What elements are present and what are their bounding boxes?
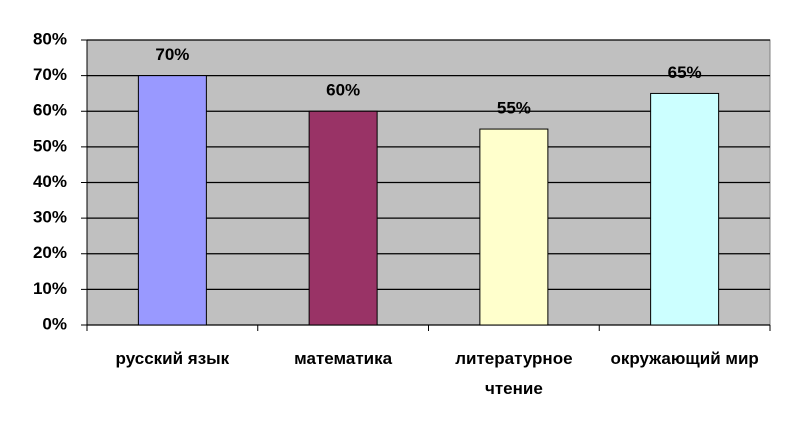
y-tick-label: 60% [33, 101, 67, 120]
y-tick-label: 40% [33, 172, 67, 191]
y-tick-label: 50% [33, 136, 67, 155]
y-tick-label: 30% [33, 208, 67, 227]
y-tick-label: 0% [42, 314, 67, 333]
bar [650, 92, 720, 326]
bar [308, 110, 378, 326]
bar [479, 128, 549, 326]
x-tick-label: математика [294, 349, 393, 368]
y-tick-label: 80% [33, 29, 67, 48]
value-label: 55% [497, 99, 531, 118]
value-label: 70% [155, 45, 189, 64]
x-tick-label: литературное чтение [455, 349, 573, 398]
bar [137, 75, 207, 326]
y-tick-label: 70% [33, 65, 67, 84]
x-tick-label: окружающий мир [610, 349, 759, 368]
x-tick-label: русский язык [115, 349, 230, 368]
y-tick-label: 20% [33, 243, 67, 262]
value-label: 65% [668, 63, 702, 82]
y-tick-label: 10% [33, 279, 67, 298]
value-label: 60% [326, 81, 360, 100]
